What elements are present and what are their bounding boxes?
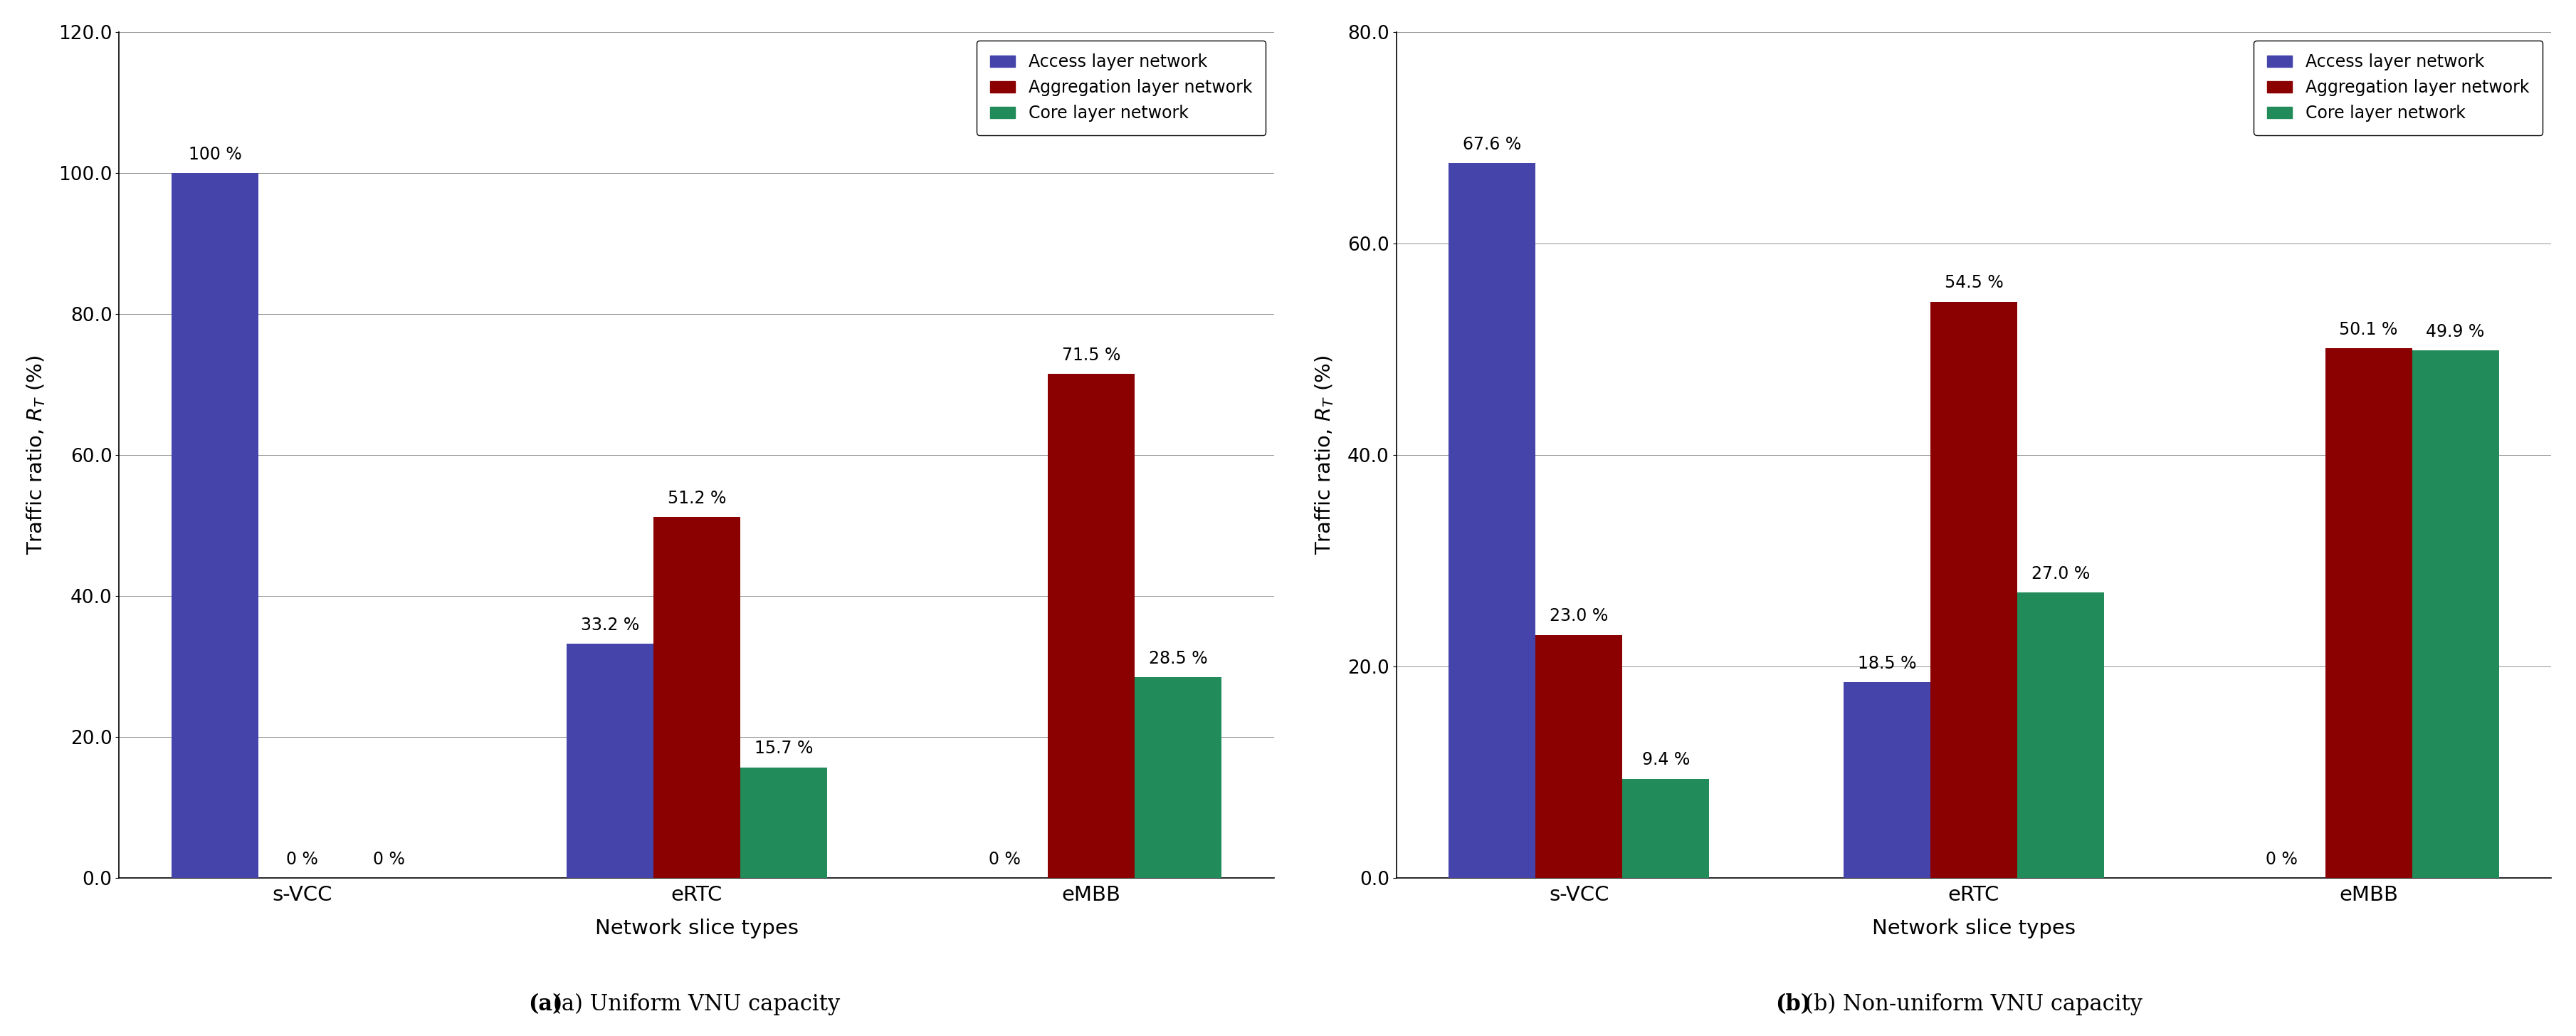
Text: 49.9 %: 49.9 %: [2427, 323, 2486, 340]
Legend: Access layer network, Aggregation layer network, Core layer network: Access layer network, Aggregation layer …: [2254, 40, 2543, 136]
X-axis label: Network slice types: Network slice types: [1873, 919, 2076, 939]
Text: 15.7 %: 15.7 %: [755, 740, 814, 757]
Text: 28.5 %: 28.5 %: [1149, 650, 1208, 667]
Text: 9.4 %: 9.4 %: [1641, 751, 1690, 769]
Text: 0 %: 0 %: [374, 851, 404, 868]
Text: 50.1 %: 50.1 %: [2339, 321, 2398, 338]
Text: 71.5 %: 71.5 %: [1061, 347, 1121, 364]
Bar: [1929, 301, 2017, 879]
Text: (a): (a): [528, 994, 562, 1015]
Bar: [1448, 163, 1535, 879]
Bar: [2017, 593, 2105, 879]
Text: (b): (b): [1775, 994, 1811, 1015]
Text: (b) Non-uniform VNU capacity: (b) Non-uniform VNU capacity: [1806, 994, 2143, 1015]
Text: 100 %: 100 %: [188, 146, 242, 163]
Bar: [567, 644, 654, 879]
Text: 67.6 %: 67.6 %: [1463, 136, 1522, 153]
Text: 18.5 %: 18.5 %: [1857, 655, 1917, 672]
X-axis label: Network slice types: Network slice types: [595, 919, 799, 939]
Bar: [2411, 350, 2499, 879]
Text: 33.2 %: 33.2 %: [580, 616, 639, 634]
Bar: [1048, 374, 1136, 879]
Bar: [173, 173, 258, 879]
Text: 0 %: 0 %: [989, 851, 1020, 868]
Text: (a) Uniform VNU capacity: (a) Uniform VNU capacity: [554, 994, 840, 1015]
Bar: [739, 768, 827, 879]
Bar: [1623, 779, 1710, 879]
Y-axis label: Traffic ratio, $R_T$ (%): Traffic ratio, $R_T$ (%): [26, 355, 46, 554]
Bar: [654, 517, 739, 879]
Text: 54.5 %: 54.5 %: [1945, 275, 2004, 291]
Text: 51.2 %: 51.2 %: [667, 490, 726, 507]
Text: 27.0 %: 27.0 %: [2032, 566, 2089, 582]
Text: 0 %: 0 %: [286, 851, 317, 868]
Bar: [1535, 635, 1623, 879]
Legend: Access layer network, Aggregation layer network, Core layer network: Access layer network, Aggregation layer …: [976, 40, 1265, 136]
Bar: [2326, 348, 2411, 879]
Bar: [1136, 678, 1221, 879]
Bar: [1844, 683, 1929, 879]
Text: 23.0 %: 23.0 %: [1551, 607, 1607, 625]
Y-axis label: Traffic ratio, $R_T$ (%): Traffic ratio, $R_T$ (%): [1314, 355, 1337, 554]
Text: 0 %: 0 %: [2267, 851, 2298, 868]
